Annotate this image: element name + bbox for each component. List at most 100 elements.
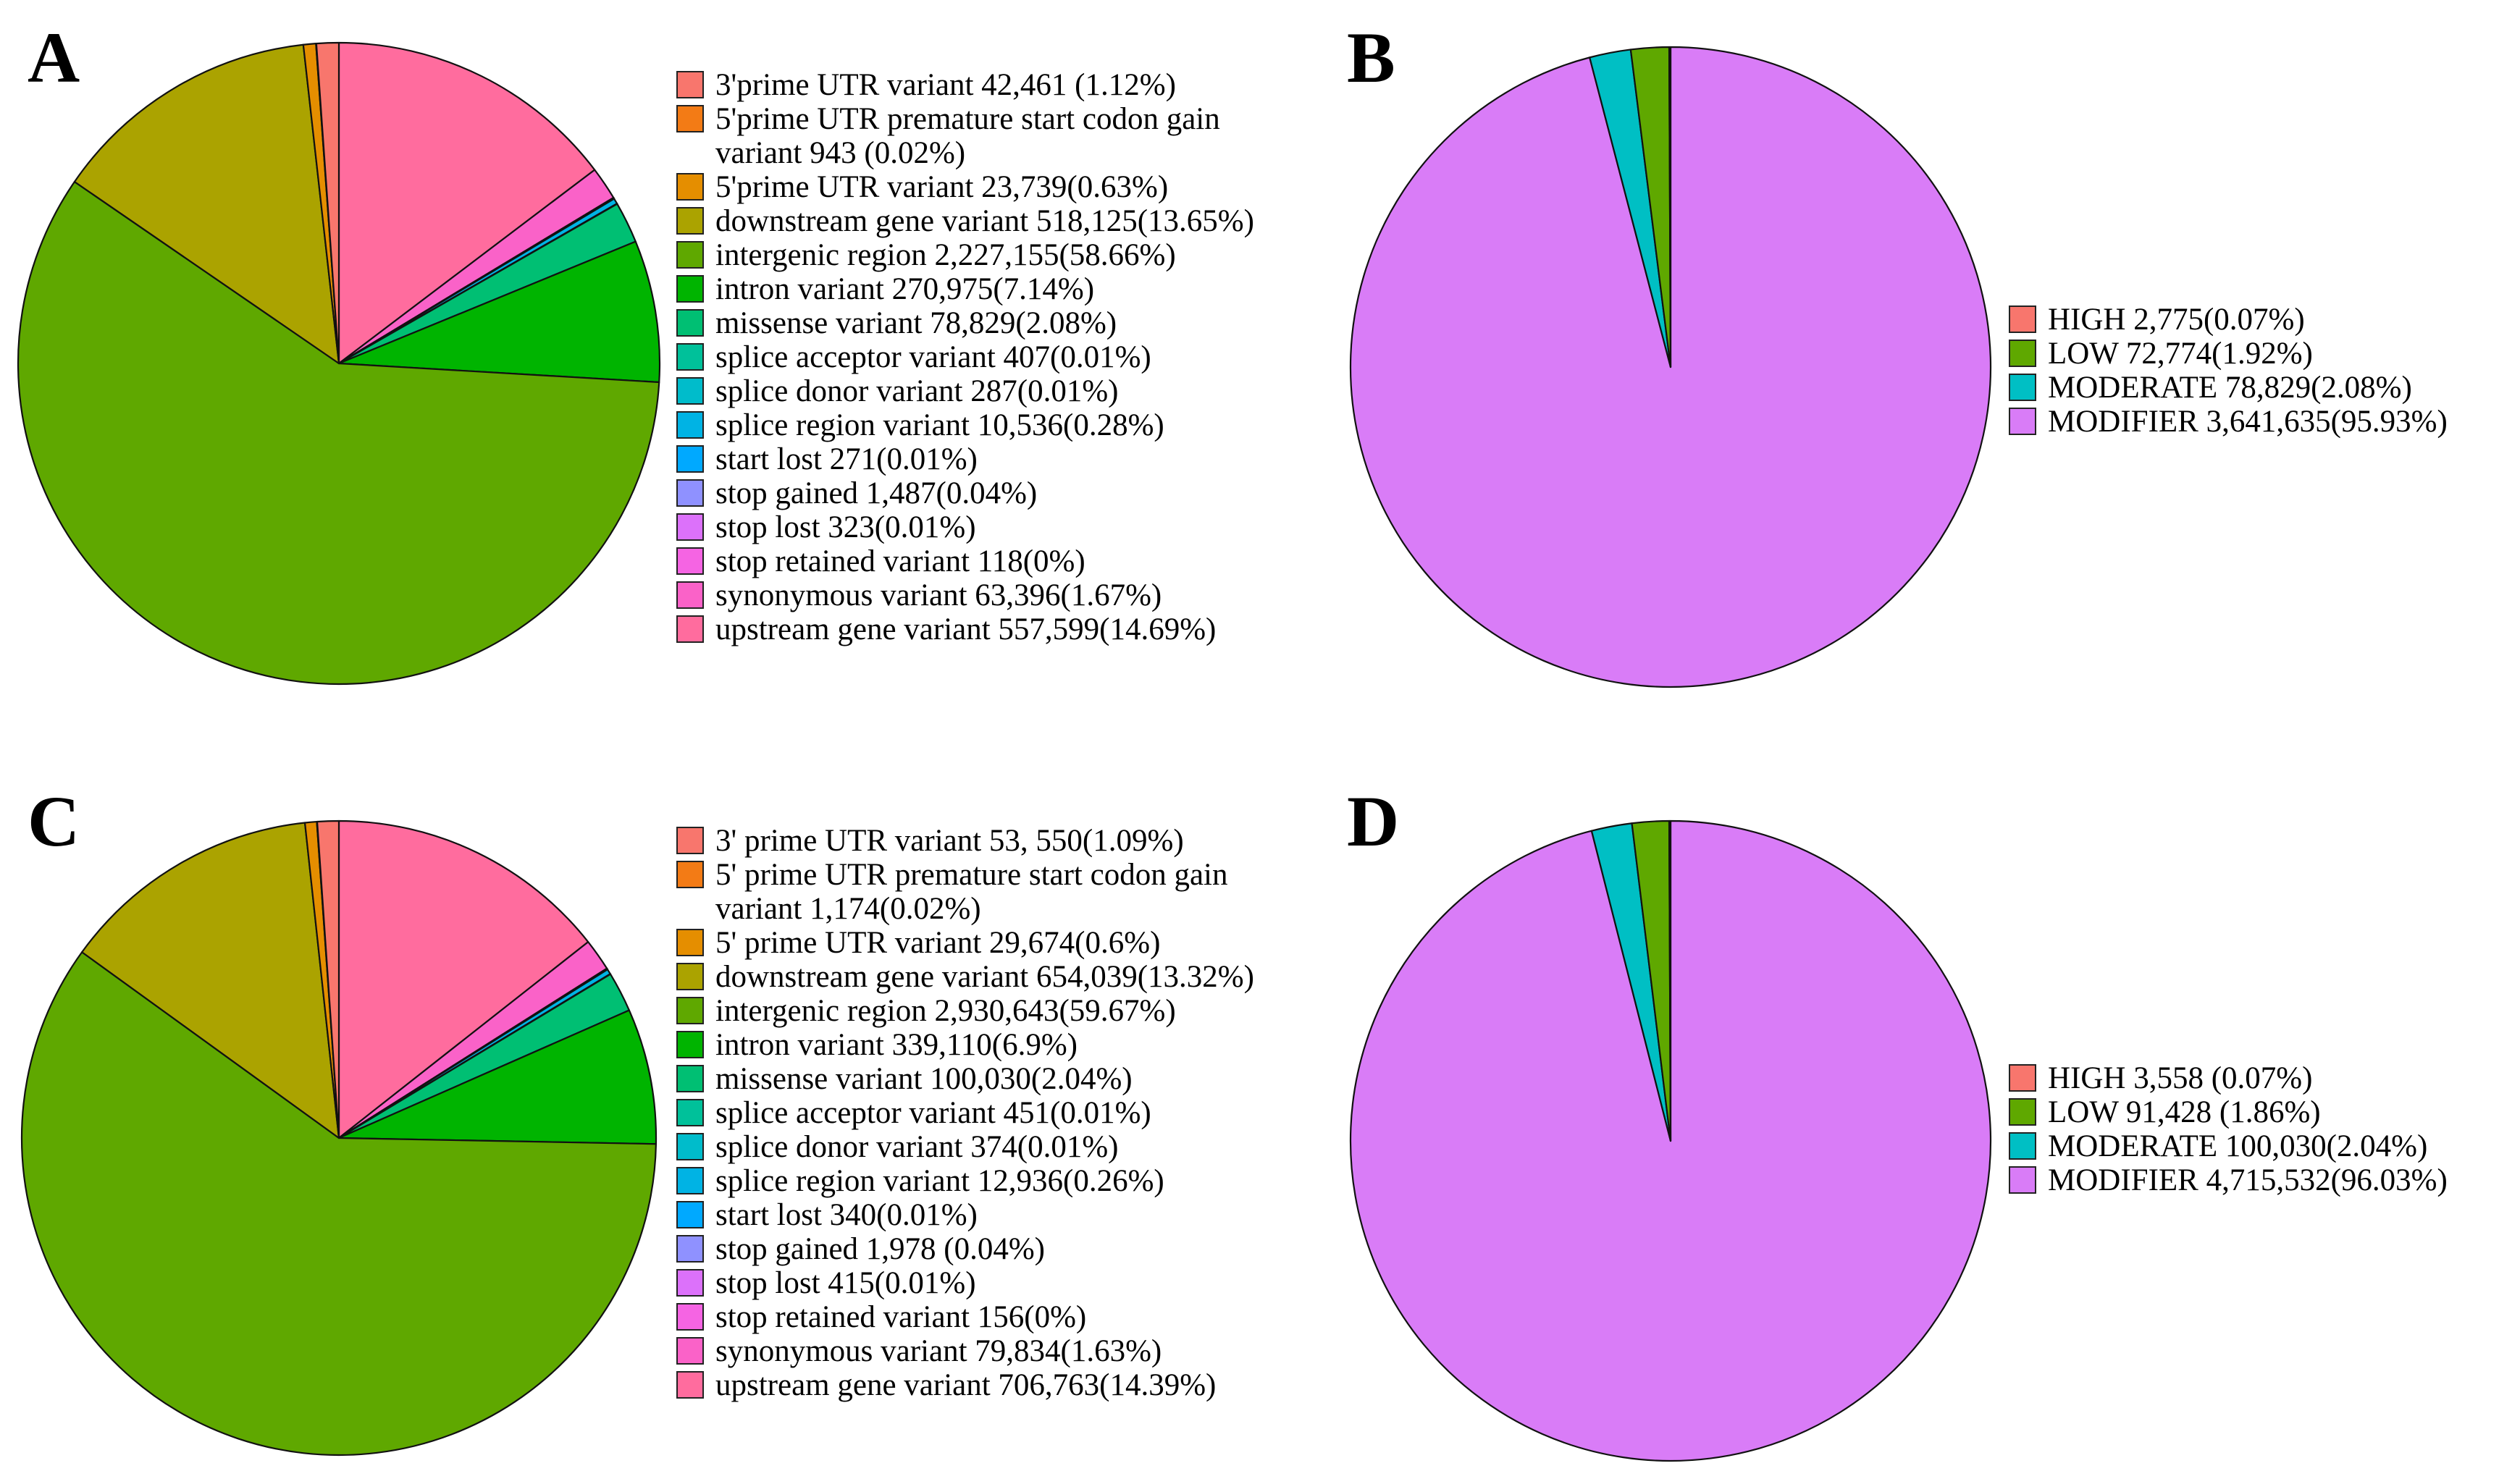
- legend-swatch: [676, 1269, 704, 1297]
- legend-label: splice region variant 12,936(0.26%): [715, 1164, 1164, 1198]
- legend-label: LOW 72,774(1.92%): [2048, 337, 2313, 371]
- legend-swatch: [676, 1133, 704, 1160]
- legend-swatch: [676, 71, 704, 98]
- legend-label: stop retained variant 156(0%): [715, 1300, 1087, 1334]
- legend-label: MODIFIER 3,641,635(95.93%): [2048, 405, 2448, 439]
- panel-letter: B: [1347, 17, 1395, 98]
- legend-swatch: [676, 1235, 704, 1263]
- legend-item: splice region variant 12,936(0.26%): [676, 1164, 1314, 1198]
- pie-slice: [17, 180, 660, 686]
- legend-swatch: [676, 997, 704, 1024]
- legend-item: upstream gene variant 706,763(14.39%): [676, 1368, 1314, 1402]
- legend-swatch: [676, 963, 704, 990]
- legend-swatch: [676, 929, 704, 956]
- legend-swatch: [676, 1031, 704, 1058]
- legend-label: stop gained 1,978 (0.04%): [715, 1232, 1046, 1266]
- legend-swatch: [676, 207, 704, 235]
- legend-item: splice donor variant 287(0.01%): [676, 374, 1314, 408]
- legend-item: downstream gene variant 518,125(13.65%): [676, 204, 1314, 238]
- legend-swatch: [676, 275, 704, 303]
- legend-item: MODERATE 100,030(2.04%): [2009, 1129, 2520, 1163]
- legend-swatch: [676, 1371, 704, 1399]
- legend-item: LOW 91,428 (1.86%): [2009, 1095, 2520, 1129]
- legend-item: stop lost 415(0.01%): [676, 1266, 1314, 1300]
- legend-item: upstream gene variant 557,599(14.69%): [676, 612, 1314, 646]
- legend-label: 5' prime UTR variant 29,674(0.6%): [715, 926, 1161, 960]
- legend-swatch: [676, 343, 704, 371]
- legend-label: 3' prime UTR variant 53, 550(1.09%): [715, 824, 1184, 858]
- legend-swatch: [676, 105, 704, 132]
- legend-swatch: [676, 445, 704, 473]
- legend-item: intron variant 270,975(7.14%): [676, 272, 1314, 306]
- legend-item: intergenic region 2,930,643(59.67%): [676, 994, 1314, 1028]
- legend-item: stop retained variant 118(0%): [676, 544, 1314, 578]
- legend-item: 3'prime UTR variant 42,461 (1.12%): [676, 68, 1314, 102]
- legend-swatch: [2009, 340, 2036, 367]
- legend-item: splice donor variant 374(0.01%): [676, 1130, 1314, 1164]
- legend-item: intron variant 339,110(6.9%): [676, 1028, 1314, 1062]
- legend-label: intron variant 270,975(7.14%): [715, 272, 1095, 306]
- legend-item: splice region variant 10,536(0.28%): [676, 408, 1314, 442]
- legend-label: stop retained variant 118(0%): [715, 544, 1085, 578]
- pie-slice: [337, 41, 596, 365]
- pie-slice: [73, 43, 340, 365]
- legend-label: downstream gene variant 518,125(13.65%): [715, 204, 1254, 238]
- legend-label: LOW 91,428 (1.86%): [2048, 1095, 2321, 1129]
- legend-item: 5' prime UTR premature start codon gain …: [676, 858, 1314, 926]
- legend-label: missense variant 100,030(2.04%): [715, 1062, 1133, 1096]
- legend-label: 5'prime UTR premature start codon gain v…: [715, 102, 1228, 170]
- legend-label: downstream gene variant 654,039(13.32%): [715, 960, 1254, 994]
- legend-item: 3' prime UTR variant 53, 550(1.09%): [676, 824, 1314, 858]
- legend-item: missense variant 100,030(2.04%): [676, 1062, 1314, 1096]
- legend-swatch: [676, 173, 704, 201]
- legend-item: stop retained variant 156(0%): [676, 1300, 1314, 1334]
- pie-slice: [20, 951, 658, 1457]
- legend-swatch: [676, 411, 704, 439]
- legend-label: splice acceptor variant 407(0.01%): [715, 340, 1151, 374]
- legend-swatch: [2009, 1166, 2036, 1194]
- legend-swatch: [676, 479, 704, 507]
- legend-item: MODIFIER 4,715,532(96.03%): [2009, 1163, 2520, 1197]
- legend-a: 3'prime UTR variant 42,461 (1.12%) 5'prim…: [676, 68, 1314, 646]
- legend-item: synonymous variant 79,834(1.63%): [676, 1334, 1314, 1368]
- legend-label: 5' prime UTR premature start codon gain …: [715, 858, 1236, 926]
- legend-label: 5'prime UTR variant 23,739(0.63%): [715, 170, 1169, 204]
- legend-item: 5' prime UTR variant 29,674(0.6%): [676, 926, 1314, 960]
- legend-item: HIGH 2,775(0.07%): [2009, 303, 2520, 337]
- legend-label: missense variant 78,829(2.08%): [715, 306, 1117, 340]
- legend-label: start lost 271(0.01%): [715, 442, 978, 476]
- legend-swatch: [676, 827, 704, 854]
- legend-swatch: [676, 1167, 704, 1194]
- legend-label: MODERATE 78,829(2.08%): [2048, 371, 2412, 405]
- pie-slice: [315, 41, 340, 365]
- legend-swatch: [2009, 305, 2036, 333]
- legend-item: stop gained 1,487(0.04%): [676, 476, 1314, 510]
- legend-item: HIGH 3,558 (0.07%): [2009, 1061, 2520, 1095]
- legend-c: 3' prime UTR variant 53, 550(1.09%) 5' pr…: [676, 824, 1314, 1402]
- legend-item: missense variant 78,829(2.08%): [676, 306, 1314, 340]
- legend-label: synonymous variant 79,834(1.63%): [715, 1334, 1162, 1368]
- pie-slice: [337, 240, 661, 384]
- legend-swatch: [676, 581, 704, 609]
- pie-slice: [337, 1009, 658, 1145]
- legend-label: splice donor variant 374(0.01%): [715, 1130, 1119, 1164]
- legend-d: HIGH 3,558 (0.07%) LOW 91,428 (1.86%) MODE…: [2009, 1061, 2520, 1197]
- legend-label: intron variant 339,110(6.9%): [715, 1028, 1078, 1062]
- legend-swatch: [676, 547, 704, 575]
- legend-item: downstream gene variant 654,039(13.32%): [676, 960, 1314, 994]
- pie-slice: [81, 822, 340, 1139]
- legend-swatch: [676, 1201, 704, 1228]
- legend-item: 5'prime UTR premature start codon gain v…: [676, 102, 1314, 170]
- legend-label: intergenic region 2,227,155(58.66%): [715, 238, 1176, 272]
- legend-item: 5'prime UTR variant 23,739(0.63%): [676, 170, 1314, 204]
- legend-label: splice region variant 10,536(0.28%): [715, 408, 1164, 442]
- legend-label: stop lost 323(0.01%): [715, 510, 976, 544]
- pie-slice: [316, 819, 340, 1139]
- legend-swatch: [676, 1303, 704, 1331]
- legend-item: stop lost 323(0.01%): [676, 510, 1314, 544]
- legend-swatch: [676, 1099, 704, 1126]
- legend-swatch: [676, 241, 704, 269]
- legend-label: stop gained 1,487(0.04%): [715, 476, 1038, 510]
